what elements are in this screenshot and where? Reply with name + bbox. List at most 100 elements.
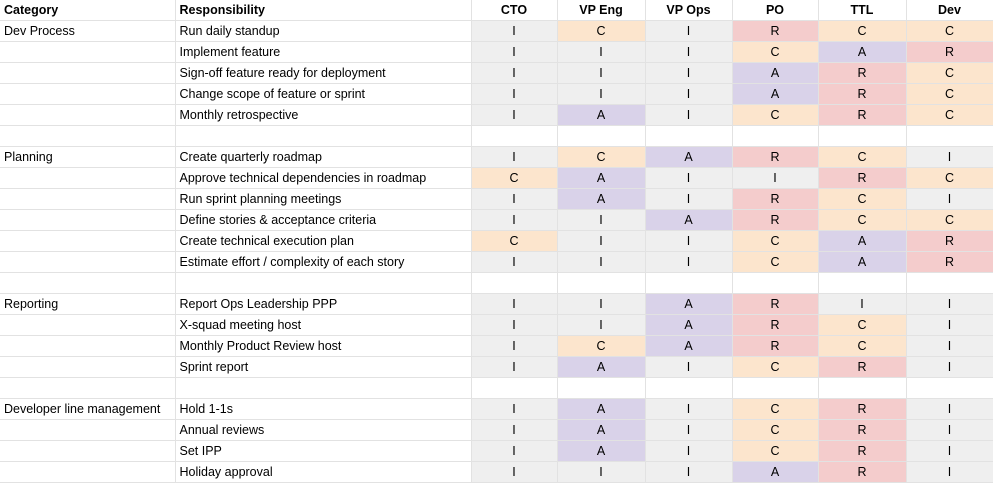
table-row: Monthly retrospective I A I C R C [0, 104, 993, 126]
raci-cell-cto: I [471, 440, 558, 462]
spacer-cell [471, 272, 558, 294]
raci-cell-ttl: A [818, 41, 907, 63]
raci-cell-vp-ops: A [645, 314, 733, 336]
raci-cell-ttl: R [818, 398, 907, 420]
spacer-cell [818, 272, 907, 294]
category-cell-empty [0, 83, 176, 105]
raci-cell-po: A [732, 83, 819, 105]
raci-cell-cto: I [471, 293, 558, 315]
raci-cell-po: R [732, 314, 819, 336]
raci-cell-dev: I [906, 461, 993, 483]
raci-cell-vp-ops: A [645, 335, 733, 357]
raci-cell-vp-eng: A [557, 419, 646, 441]
raci-cell-po: C [732, 41, 819, 63]
raci-cell-ttl: A [818, 230, 907, 252]
table-row: Create technical execution plan C I I C A R [0, 230, 993, 252]
raci-cell-ttl: C [818, 188, 907, 210]
raci-cell-cto: I [471, 314, 558, 336]
raci-cell-cto: C [471, 230, 558, 252]
table-row: Run sprint planning meetings I A I R C I [0, 188, 993, 210]
spacer-cell [557, 125, 646, 147]
raci-cell-po: C [732, 104, 819, 126]
spacer-cell [732, 272, 819, 294]
responsibility-cell: Implement feature [175, 41, 472, 63]
table-row: Reporting Report Ops Leadership PPP I I A R I I [0, 293, 993, 315]
responsibility-cell: Estimate effort / complexity of each sto… [175, 251, 472, 273]
spacer-cell [645, 377, 733, 399]
category-cell-empty [0, 335, 176, 357]
header-role-vp-eng: VP Eng [557, 0, 646, 21]
raci-cell-po: A [732, 461, 819, 483]
raci-cell-vp-eng: I [557, 293, 646, 315]
category-cell-empty [0, 62, 176, 84]
raci-cell-dev: I [906, 440, 993, 462]
table-row: Set IPP I A I C R I [0, 440, 993, 462]
spacer-cell [906, 272, 993, 294]
raci-cell-cto: I [471, 62, 558, 84]
raci-cell-vp-ops: I [645, 398, 733, 420]
raci-cell-vp-ops: I [645, 167, 733, 189]
raci-cell-ttl: C [818, 146, 907, 168]
raci-cell-vp-ops: I [645, 41, 733, 63]
responsibility-cell: Hold 1-1s [175, 398, 472, 420]
raci-cell-ttl: R [818, 104, 907, 126]
raci-cell-vp-ops: I [645, 419, 733, 441]
raci-cell-po: A [732, 62, 819, 84]
raci-cell-dev: I [906, 314, 993, 336]
header-responsibility: Responsibility [175, 0, 472, 21]
raci-cell-dev: C [906, 62, 993, 84]
responsibility-cell: Run daily standup [175, 20, 472, 42]
raci-cell-vp-eng: I [557, 230, 646, 252]
spacer-cell [818, 377, 907, 399]
raci-cell-vp-ops: I [645, 188, 733, 210]
responsibility-cell: Annual reviews [175, 419, 472, 441]
raci-cell-vp-eng: A [557, 167, 646, 189]
category-cell-empty [0, 104, 176, 126]
responsibility-cell: Set IPP [175, 440, 472, 462]
table-row: Dev Process Run daily standup I C I R C C [0, 20, 993, 42]
raci-cell-dev: I [906, 335, 993, 357]
raci-cell-dev: I [906, 398, 993, 420]
table-row: Developer line management Hold 1-1s I A I C R I [0, 398, 993, 420]
category-cell: Dev Process [0, 20, 176, 42]
raci-cell-ttl: R [818, 83, 907, 105]
table-row: Approve technical dependencies in roadma… [0, 167, 993, 189]
raci-cell-dev: C [906, 104, 993, 126]
raci-cell-vp-eng: I [557, 41, 646, 63]
raci-cell-vp-eng: A [557, 104, 646, 126]
raci-cell-po: C [732, 356, 819, 378]
raci-cell-cto: I [471, 146, 558, 168]
raci-cell-po: C [732, 419, 819, 441]
category-cell-empty [0, 209, 176, 231]
category-cell-empty [0, 188, 176, 210]
table-row: Planning Create quarterly roadmap I C A R C I [0, 146, 993, 168]
raci-cell-po: R [732, 188, 819, 210]
spacer-row [0, 272, 993, 294]
spacer-cell [175, 125, 472, 147]
raci-cell-dev: C [906, 83, 993, 105]
raci-cell-po: R [732, 335, 819, 357]
raci-cell-cto: I [471, 188, 558, 210]
raci-cell-vp-eng: I [557, 251, 646, 273]
raci-cell-vp-ops: I [645, 20, 733, 42]
spacer-row [0, 377, 993, 399]
raci-cell-ttl: R [818, 356, 907, 378]
raci-cell-vp-ops: A [645, 209, 733, 231]
spacer-cell [175, 272, 472, 294]
raci-cell-cto: I [471, 20, 558, 42]
category-cell-empty [0, 356, 176, 378]
raci-cell-po: C [732, 440, 819, 462]
spacer-cell [0, 272, 176, 294]
table-row: Annual reviews I A I C R I [0, 419, 993, 441]
raci-cell-vp-eng: A [557, 188, 646, 210]
spacer-cell [471, 125, 558, 147]
responsibility-cell: Sign-off feature ready for deployment [175, 62, 472, 84]
raci-cell-vp-eng: I [557, 83, 646, 105]
raci-cell-cto: I [471, 209, 558, 231]
spacer-cell [0, 377, 176, 399]
raci-cell-vp-eng: I [557, 314, 646, 336]
responsibility-cell: Run sprint planning meetings [175, 188, 472, 210]
spacer-cell [471, 377, 558, 399]
spacer-cell [818, 125, 907, 147]
